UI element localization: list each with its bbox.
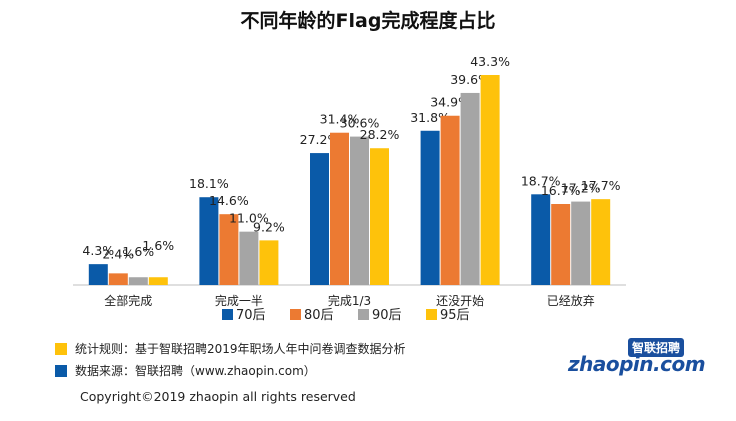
bar [481,75,500,285]
legend-swatch [290,309,301,320]
legend-label: 80后 [304,308,334,323]
data-label: 1.6% [142,238,174,253]
legend-label: 70后 [236,308,266,323]
legend-swatch [426,309,437,320]
data-label: 18.1% [189,176,229,191]
bar [129,277,148,285]
bar [441,116,460,285]
data-label: 14.6% [209,193,249,208]
footnote-source: 数据来源：智联招聘（www.zhaopin.com） [55,362,316,379]
footnote-source-text: 数据来源：智联招聘（www.zhaopin.com） [75,362,316,379]
bar [551,204,570,285]
bar [330,133,349,285]
bar [109,273,128,285]
x-tick-label: 完成1/3 [328,293,371,308]
bar [461,93,480,285]
zhaopin-logo: 智联招聘 zhaopin.com [568,338,684,380]
x-tick-label: 已经放弃 [547,293,595,308]
bar [531,194,550,285]
bar [199,197,218,285]
data-label: 43.3% [470,54,510,69]
bar [239,232,258,285]
data-label: 17.7% [581,178,621,193]
legend-swatch [222,309,233,320]
bar [571,202,590,285]
x-tick-label: 完成一半 [215,293,263,308]
footnote-rule: 统计规则：基于智联招聘2019年职场人年中问卷调查数据分析 [55,340,406,357]
bar [591,199,610,285]
bar [149,277,168,285]
legend-label: 95后 [440,308,470,323]
bar [89,264,108,285]
bar [259,240,278,285]
x-tick-label: 全部完成 [104,293,152,308]
footnote-rule-text: 统计规则：基于智联招聘2019年职场人年中问卷调查数据分析 [75,340,406,357]
data-label: 9.2% [253,219,285,234]
data-label: 28.2% [360,127,400,142]
footnote-source-marker [55,365,67,377]
x-tick-label: 还没开始 [436,293,484,308]
legend-label: 90后 [372,308,402,323]
logo-english-text: zhaopin.com [568,352,705,376]
footnote-rule-marker [55,343,67,355]
legend-swatch [358,309,369,320]
bar [370,148,389,285]
bar [310,153,329,285]
copyright-text: Copyright©2019 zhaopin all rights reserv… [80,389,356,404]
bar [350,137,369,285]
bar [421,131,440,285]
